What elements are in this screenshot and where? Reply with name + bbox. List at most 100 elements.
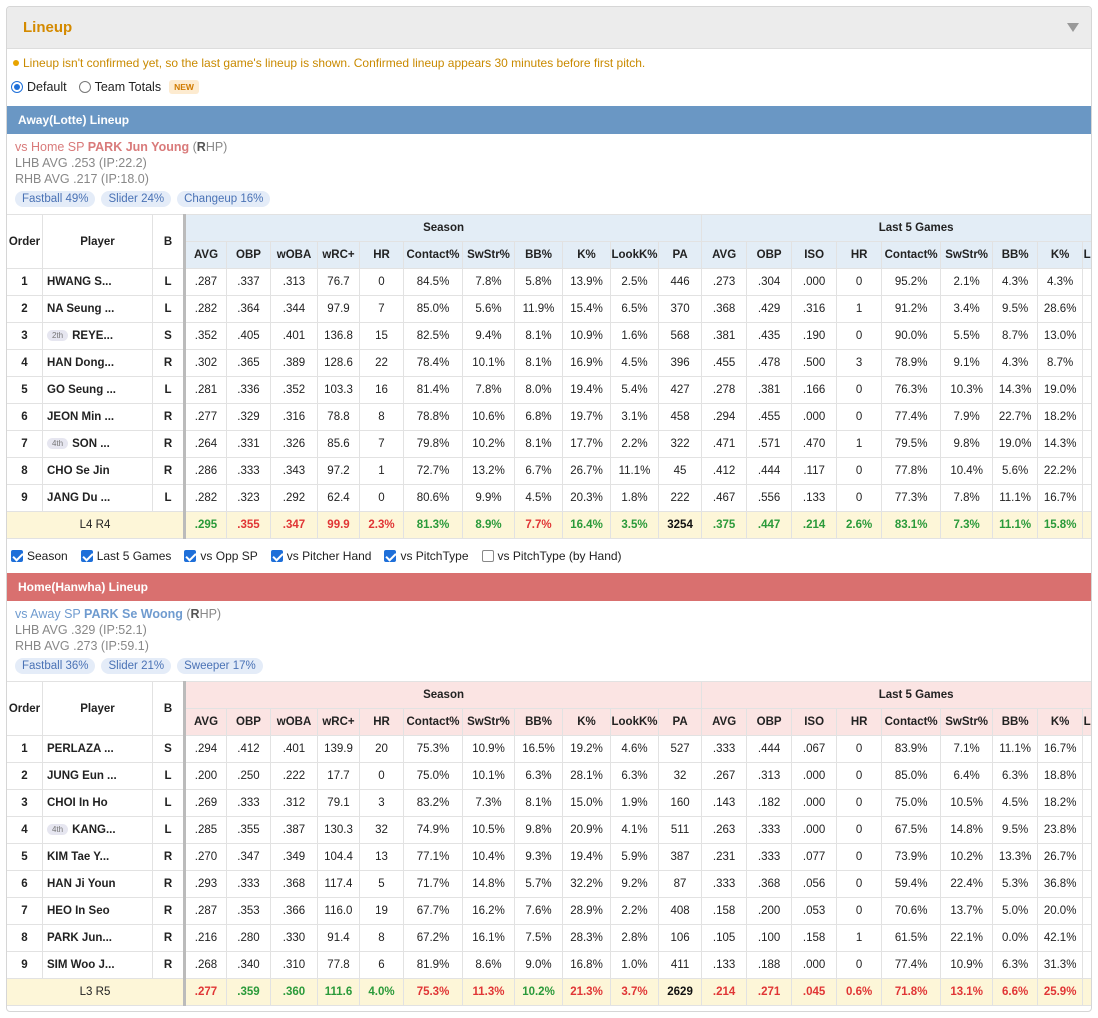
- last5-col-contact[interactable]: Contact%: [881, 241, 942, 269]
- filter-checkbox[interactable]: [184, 550, 197, 562]
- player-name[interactable]: REYE...: [72, 330, 114, 342]
- filter-checkbox[interactable]: [11, 550, 23, 562]
- season-col-hr[interactable]: HR: [359, 708, 404, 736]
- season-col-hr[interactable]: HR: [359, 241, 404, 269]
- filter-season[interactable]: Season: [11, 549, 68, 563]
- season-col-wrc[interactable]: wRC+: [317, 241, 360, 269]
- player-name[interactable]: CHOI In Ho: [47, 797, 108, 809]
- player-name[interactable]: PARK Jun...: [47, 932, 112, 944]
- season-col-avg[interactable]: AVG: [183, 241, 227, 269]
- filter-checkbox[interactable]: [384, 550, 397, 562]
- player-name[interactable]: KIM Tae Y...: [47, 851, 110, 863]
- season-col-lookk[interactable]: LookK%: [610, 241, 659, 269]
- season-col-wrc[interactable]: wRC+: [317, 708, 360, 736]
- player-cell[interactable]: JUNG Eun ...: [42, 762, 153, 790]
- last5-col-avg[interactable]: AVG: [701, 241, 748, 269]
- filter-checkbox[interactable]: [481, 550, 494, 562]
- mode-default-option[interactable]: Default: [11, 80, 67, 94]
- season-col-swstr[interactable]: SwStr%: [462, 241, 515, 269]
- last5-col-avg[interactable]: AVG: [701, 708, 748, 736]
- last5-col-swstr[interactable]: SwStr%: [940, 708, 994, 736]
- player-cell[interactable]: JEON Min ...: [42, 403, 153, 431]
- mode-team-totals-radio[interactable]: [78, 81, 91, 93]
- player-cell[interactable]: HAN Dong...: [42, 349, 153, 377]
- last5-col-swstr[interactable]: SwStr%: [940, 241, 994, 269]
- player-cell[interactable]: SIM Woo J...: [42, 951, 153, 979]
- player-name[interactable]: JANG Du ...: [47, 492, 111, 504]
- player-name[interactable]: HWANG S...: [47, 276, 112, 288]
- last5-col-obp[interactable]: OBP: [746, 241, 793, 269]
- player-name[interactable]: SIM Woo J...: [47, 959, 115, 971]
- last5-col-iso[interactable]: ISO: [791, 708, 838, 736]
- last5-col-lookk[interactable]: LookK%: [1082, 708, 1091, 736]
- player-name[interactable]: GO Seung ...: [47, 384, 117, 396]
- player-cell[interactable]: HWANG S...: [42, 268, 153, 296]
- home-sp-name[interactable]: PARK Se Woong: [84, 607, 183, 621]
- player-name[interactable]: JUNG Eun ...: [47, 770, 117, 782]
- filter-vs-pitchtype-by-hand[interactable]: vs PitchType (by Hand): [481, 549, 622, 563]
- season-col-contact[interactable]: Contact%: [403, 241, 463, 269]
- col-bats[interactable]: B: [152, 214, 185, 269]
- season-col-woba[interactable]: wOBA: [270, 241, 318, 269]
- player-name[interactable]: SON ...: [72, 438, 110, 450]
- filter-vs-opp-sp[interactable]: vs Opp SP: [184, 549, 258, 563]
- player-cell[interactable]: PERLAZA ...: [42, 735, 153, 763]
- col-bats[interactable]: B: [152, 681, 185, 736]
- last5-col-k[interactable]: K%: [1037, 708, 1084, 736]
- player-cell[interactable]: 4th SON ...: [42, 430, 153, 458]
- season-col-bb[interactable]: BB%: [514, 708, 563, 736]
- season-col-k[interactable]: K%: [562, 708, 611, 736]
- player-name[interactable]: KANG...: [72, 824, 116, 836]
- season-col-lookk[interactable]: LookK%: [610, 708, 659, 736]
- season-col-obp[interactable]: OBP: [226, 241, 271, 269]
- player-cell[interactable]: 4th KANG...: [42, 816, 153, 844]
- player-name[interactable]: JEON Min ...: [47, 411, 115, 423]
- season-col-avg[interactable]: AVG: [183, 708, 227, 736]
- season-col-pa[interactable]: PA: [657, 708, 703, 736]
- filter-checkbox[interactable]: [270, 550, 283, 562]
- panel-header[interactable]: Lineup: [7, 7, 1091, 49]
- player-name[interactable]: HAN Dong...: [47, 357, 115, 369]
- player-name[interactable]: CHO Se Jin: [47, 465, 110, 477]
- player-cell[interactable]: JANG Du ...: [42, 484, 153, 512]
- player-cell[interactable]: GO Seung ...: [42, 376, 153, 404]
- season-col-obp[interactable]: OBP: [226, 708, 271, 736]
- col-player[interactable]: Player: [42, 214, 153, 269]
- season-col-swstr[interactable]: SwStr%: [462, 708, 515, 736]
- last5-col-contact[interactable]: Contact%: [881, 708, 942, 736]
- last5-col-iso[interactable]: ISO: [791, 241, 838, 269]
- player-cell[interactable]: CHO Se Jin: [42, 457, 153, 485]
- season-col-pa[interactable]: PA: [657, 241, 703, 269]
- last5-col-lookk[interactable]: LookK%: [1082, 241, 1091, 269]
- away-sp-name[interactable]: PARK Jun Young: [87, 140, 190, 154]
- filter-checkbox[interactable]: [80, 550, 93, 562]
- last5-col-k[interactable]: K%: [1037, 241, 1084, 269]
- player-cell[interactable]: NA Seung ...: [42, 295, 153, 323]
- mode-default-radio[interactable]: [11, 81, 23, 93]
- filter-last-5-games[interactable]: Last 5 Games: [80, 549, 171, 563]
- player-name[interactable]: NA Seung ...: [47, 303, 115, 315]
- player-cell[interactable]: PARK Jun...: [42, 924, 153, 952]
- season-col-contact[interactable]: Contact%: [403, 708, 463, 736]
- player-cell[interactable]: 2th REYE...: [42, 322, 153, 350]
- player-cell[interactable]: CHOI In Ho: [42, 789, 153, 817]
- season-col-woba[interactable]: wOBA: [270, 708, 318, 736]
- season-col-k[interactable]: K%: [562, 241, 611, 269]
- player-name[interactable]: HEO In Seo: [47, 905, 110, 917]
- filter-vs-pitchtype[interactable]: vs PitchType: [384, 549, 469, 563]
- last5-col-obp[interactable]: OBP: [746, 708, 793, 736]
- player-cell[interactable]: HEO In Seo: [42, 897, 153, 925]
- last5-col-hr[interactable]: HR: [836, 241, 883, 269]
- player-name[interactable]: HAN Ji Youn: [47, 878, 116, 890]
- player-cell[interactable]: KIM Tae Y...: [42, 843, 153, 871]
- player-name[interactable]: PERLAZA ...: [47, 743, 114, 755]
- col-order[interactable]: Order: [7, 214, 43, 269]
- col-order[interactable]: Order: [7, 681, 43, 736]
- last5-col-bb[interactable]: BB%: [992, 708, 1039, 736]
- collapse-chevron-icon[interactable]: [1067, 23, 1079, 32]
- season-col-bb[interactable]: BB%: [514, 241, 563, 269]
- filter-vs-pitcher-hand[interactable]: vs Pitcher Hand: [270, 549, 371, 563]
- last5-col-bb[interactable]: BB%: [992, 241, 1039, 269]
- last5-col-hr[interactable]: HR: [836, 708, 883, 736]
- player-cell[interactable]: HAN Ji Youn: [42, 870, 153, 898]
